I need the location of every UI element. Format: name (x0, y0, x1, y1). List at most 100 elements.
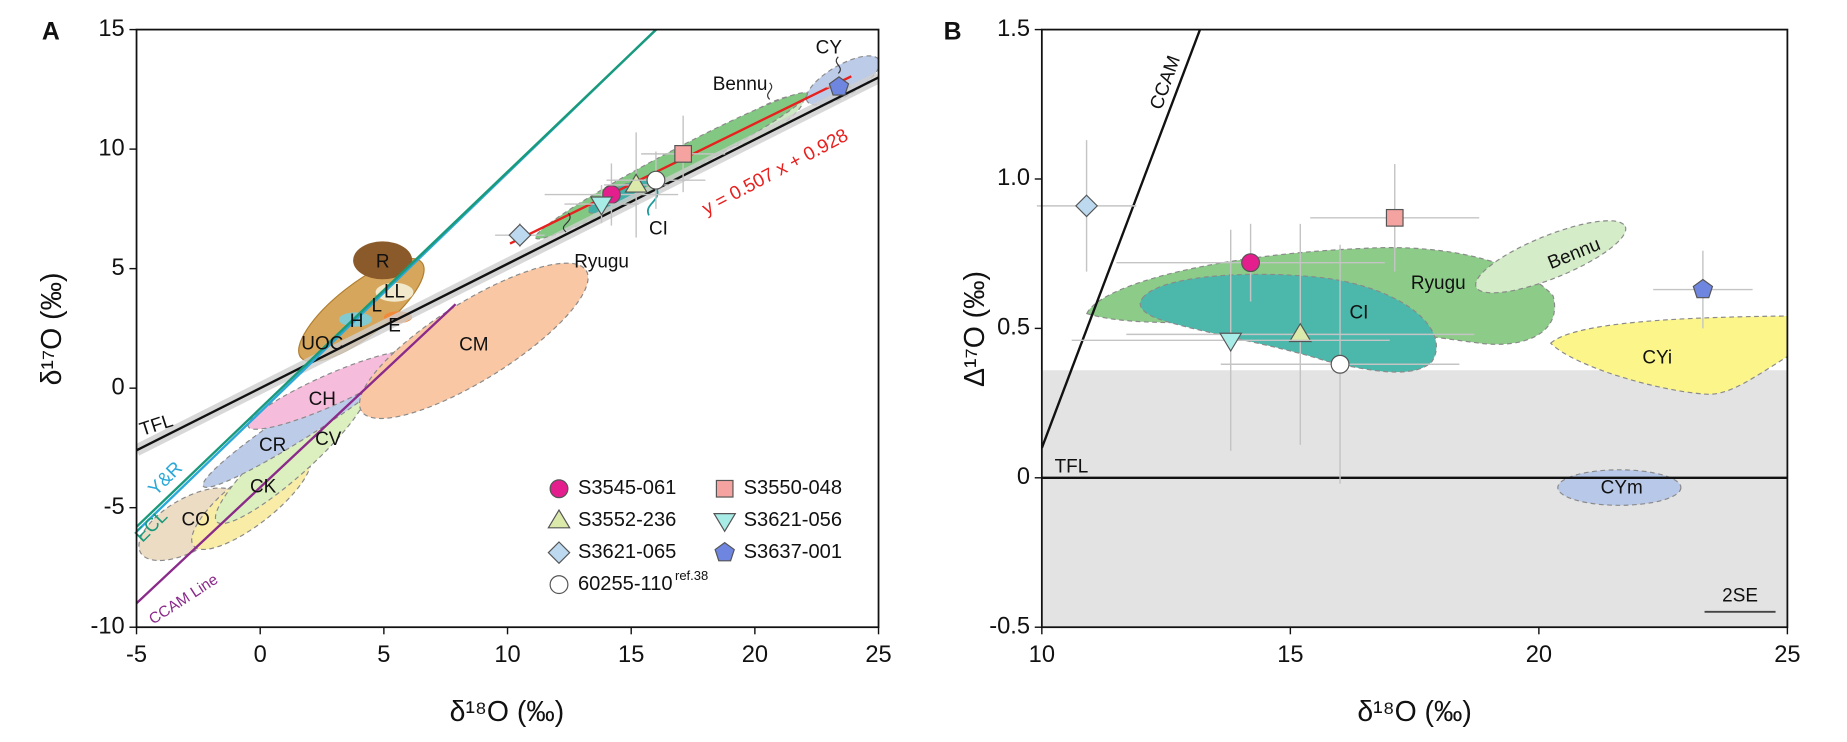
region-label: LL (384, 281, 405, 302)
leader (767, 82, 773, 100)
legend-label: S3637-001 (744, 541, 842, 563)
region (1475, 220, 1627, 294)
region-label: Bennu (713, 74, 768, 95)
region (1549, 315, 1788, 395)
legend-marker (712, 513, 737, 533)
region-label: Ryugu (1411, 273, 1466, 294)
x-tick-label: 10 (494, 642, 520, 668)
y-axis-title: Δ¹⁷O (‰) (959, 271, 991, 387)
legend-label: S3552-236 (578, 509, 676, 531)
y-tick-label: 1.5 (997, 16, 1030, 42)
lines (136, 29, 879, 605)
legend-marker (549, 479, 569, 499)
leader (562, 212, 571, 233)
region-label: CYi (1642, 348, 1672, 369)
y-tick-label: 0 (112, 374, 125, 400)
region-label: R (376, 252, 390, 273)
legend-marker (715, 479, 734, 498)
y-tick-label: 0 (1017, 464, 1030, 490)
marker (1241, 253, 1261, 273)
legend-marker (549, 575, 569, 595)
x-tick-label: 0 (254, 642, 267, 668)
shaded-band (1041, 370, 1788, 628)
y-tick-label: 1.0 (997, 165, 1030, 191)
x-axis-title: δ¹⁸O (‰) (450, 696, 565, 728)
points (1036, 140, 1753, 484)
x-tick-label: 25 (1774, 642, 1800, 668)
reference-line (136, 29, 658, 528)
x-tick-label: 10 (1029, 642, 1055, 668)
marker (1075, 194, 1099, 218)
y-tick-label: -0.5 (989, 613, 1030, 639)
leader (646, 186, 659, 216)
marker (508, 223, 532, 247)
reference-line (136, 303, 457, 605)
region-label: CK (250, 477, 277, 498)
axes: 10 15 20 25 -0.5 0 0.5 1.0 1.5 (989, 16, 1800, 668)
region (353, 241, 413, 280)
legend-note: ref.38 (675, 568, 708, 583)
x-tick-label: 20 (742, 642, 768, 668)
marker (624, 173, 648, 193)
region-label: CO (182, 510, 210, 531)
marker (646, 170, 666, 190)
region-label: CV (315, 429, 342, 450)
y-axis-title: δ¹⁷O (‰) (36, 273, 68, 386)
y-tick-label: 15 (98, 16, 124, 42)
line-label: TFL (1055, 456, 1089, 477)
y-tick-label: 0.5 (997, 315, 1030, 341)
region-label: CY (816, 38, 843, 59)
y-tick-label: 10 (98, 135, 124, 161)
region-label: CI (649, 219, 668, 240)
panel-label: A (42, 19, 60, 46)
y-tick-label: 5 (112, 255, 125, 281)
points (495, 76, 852, 248)
line-label: Y&R (145, 458, 187, 500)
marker (1219, 332, 1243, 353)
marker (828, 76, 850, 96)
x-axis-title: δ¹⁸O (‰) (1357, 696, 1472, 728)
panel-label: B (944, 19, 962, 46)
region-label: UOC (301, 333, 343, 354)
region-label: CH (309, 389, 336, 410)
marker (1692, 278, 1714, 299)
reference-line (136, 76, 879, 452)
legend-marker (547, 541, 571, 565)
region-label: CR (259, 435, 286, 456)
line-label: CCAM Line (146, 571, 221, 628)
region-label: L (371, 296, 382, 317)
region-label: E (388, 316, 401, 337)
region (1139, 273, 1437, 373)
marker (1385, 208, 1404, 227)
region-label: Ryugu (574, 252, 629, 273)
marker (674, 145, 693, 163)
legend-marker (714, 541, 735, 562)
x-tick-label: -5 (126, 642, 147, 668)
shade-layer (1041, 370, 1788, 628)
marker (1330, 354, 1350, 374)
region-label: CYm (1601, 478, 1643, 499)
legend-label: S3621-056 (744, 509, 842, 531)
x-tick-label: 15 (618, 642, 644, 668)
leader (835, 56, 841, 74)
x-tick-label: 20 (1526, 642, 1552, 668)
x-tick-label: 25 (865, 642, 891, 668)
scale-bar-label: 2SE (1722, 585, 1758, 606)
marker (1288, 322, 1312, 343)
region-label: CM (459, 335, 488, 356)
region-label: H (350, 311, 364, 332)
legend-label: S3545-061 (578, 477, 676, 499)
x-tick-label: 15 (1277, 642, 1303, 668)
y-tick-label: -5 (104, 494, 125, 520)
reference-line (1041, 29, 1202, 449)
y-tick-label: -10 (90, 613, 124, 639)
legend-label: S3621-065 (578, 541, 676, 563)
legend-label: S3550-048 (744, 477, 842, 499)
legend-marker (547, 508, 571, 529)
region-label: CI (1350, 303, 1369, 324)
legend-label: 60255-110 (578, 573, 673, 595)
marker (589, 196, 614, 216)
